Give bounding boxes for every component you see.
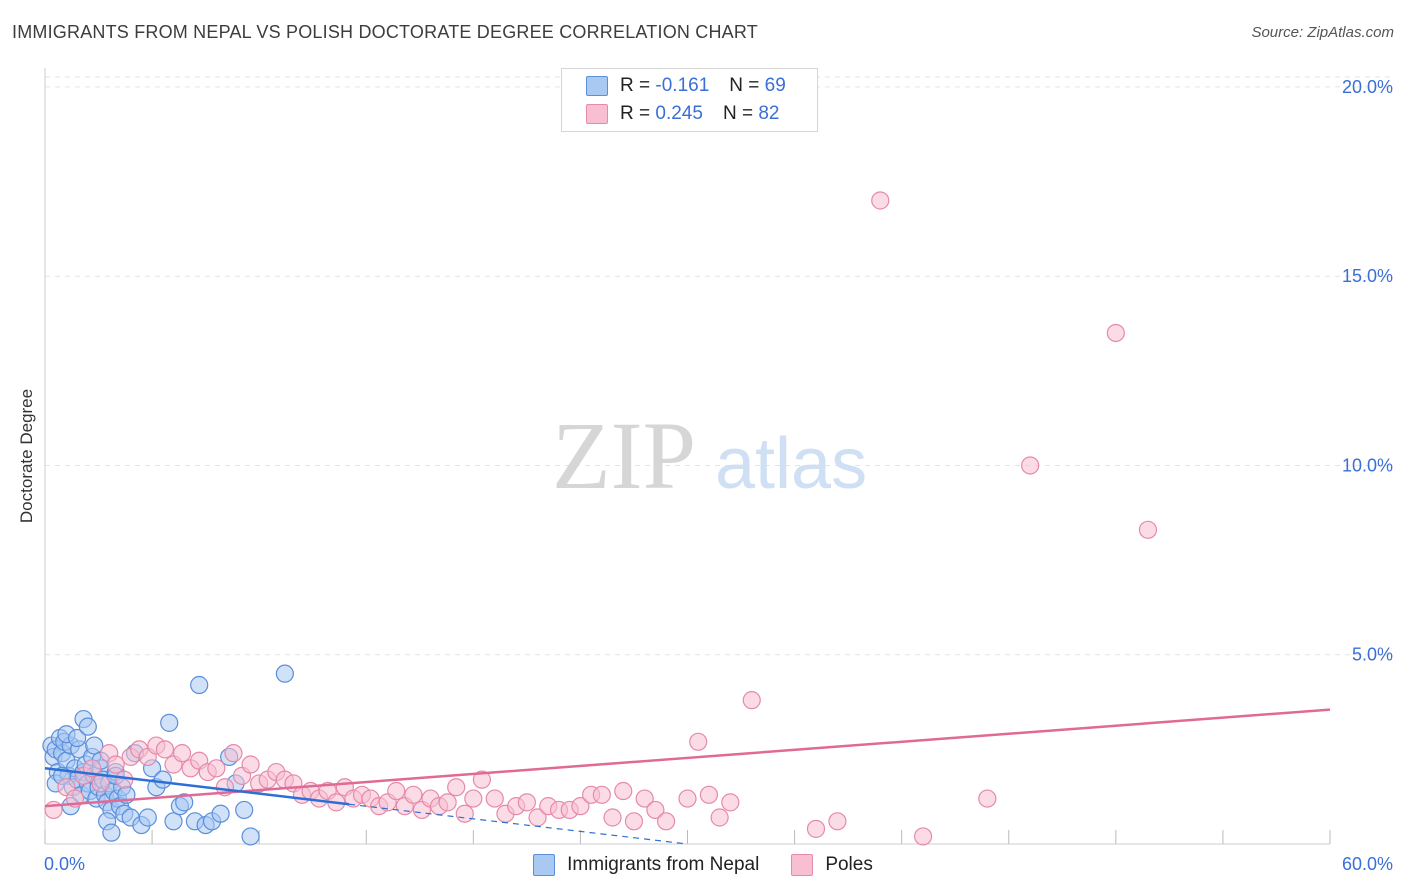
poles-point: [871, 191, 890, 210]
legend-n-label: N =: [722, 103, 754, 124]
legend-r-value: 0.245: [655, 103, 703, 124]
nepal-point: [190, 675, 209, 695]
series-legend-label: Poles: [825, 854, 873, 875]
poles-point: [387, 781, 406, 801]
poles-point: [172, 744, 192, 763]
poles-point: [978, 789, 997, 808]
poles-point: [1021, 456, 1040, 475]
poles-point: [624, 812, 644, 831]
grid-layer: [45, 76, 1392, 656]
nepal-point: [211, 804, 230, 823]
series-legend-item-poles[interactable]: Poles: [791, 854, 873, 876]
chart-title: IMMIGRANTS FROM NEPAL VS POLISH DOCTORAT…: [12, 22, 758, 42]
y-tick-label: 5.0%: [1352, 645, 1393, 665]
poles-point: [678, 789, 697, 808]
poles-point: [155, 740, 175, 759]
poles-point: [472, 770, 491, 789]
stats-legend: R = -0.161 N = 69 R = 0.245 N = 82: [561, 68, 818, 132]
nepal-point: [175, 793, 194, 812]
legend-row-nepal: R = -0.161 N = 69: [586, 73, 786, 99]
poles-point: [464, 789, 483, 808]
poles-point: [106, 755, 125, 774]
poles-point: [91, 774, 110, 793]
nepal-point: [138, 808, 157, 827]
poles-point: [517, 793, 536, 812]
nepal-point: [78, 717, 97, 736]
x-tick-label-max: 60.0%: [1342, 854, 1393, 874]
poles-point: [455, 804, 474, 823]
poles-point: [207, 759, 226, 778]
poles-point: [635, 789, 654, 808]
trend-layer: [44, 708, 1331, 845]
poles-point: [646, 800, 665, 820]
legend-swatch-blue: [586, 76, 608, 96]
points-layer: [42, 191, 1158, 846]
nepal-point: [275, 664, 294, 683]
series-legend: Immigrants from Nepal Poles: [0, 852, 1406, 878]
poles-point: [438, 793, 457, 812]
legend-swatch-pink: [586, 104, 608, 124]
nepal-point: [241, 827, 260, 846]
poles-point: [614, 781, 633, 801]
nepal-trend-line: [44, 767, 350, 806]
nepal-trend-extension: [349, 803, 688, 845]
legend-r-label: R =: [620, 75, 651, 96]
tick-label-layer: 5.0% 10.0% 15.0% 20.0% 0.0% 60.0%: [44, 77, 1393, 874]
axis-layer: [44, 68, 1331, 845]
poles-point: [721, 793, 740, 812]
poles-point: [806, 819, 826, 838]
y-tick-label: 10.0%: [1342, 455, 1393, 475]
nepal-point: [235, 800, 254, 820]
poles-point: [404, 785, 423, 804]
nepal-point: [85, 736, 104, 755]
legend-n-label: N =: [729, 75, 760, 96]
watermark-atlas: atlas: [715, 424, 867, 504]
watermark: ZIP atlas: [552, 402, 867, 509]
poles-point: [913, 827, 933, 846]
series-legend-item-nepal[interactable]: Immigrants from Nepal: [533, 854, 759, 876]
poles-point: [571, 797, 590, 816]
poles-point: [710, 808, 729, 827]
poles-point: [241, 755, 260, 774]
nepal-point: [164, 812, 183, 831]
poles-point: [699, 785, 719, 804]
y-tick-label: 20.0%: [1342, 77, 1393, 97]
y-tick-label: 15.0%: [1342, 266, 1393, 286]
watermark-zip: ZIP: [552, 402, 696, 509]
poles-point: [1138, 520, 1158, 539]
poles-point: [224, 744, 243, 763]
poles-point: [742, 691, 761, 710]
poles-point: [447, 778, 466, 797]
poles-point: [485, 789, 504, 808]
poles-point: [828, 812, 847, 831]
poles-point: [592, 785, 611, 804]
nepal-point: [102, 823, 121, 842]
poles-point: [656, 812, 676, 831]
legend-row-poles: R = 0.245 N = 82: [586, 101, 779, 127]
nepal-point: [68, 728, 87, 748]
x-tick-label-min: 0.0%: [44, 854, 85, 874]
poles-point: [1106, 323, 1125, 343]
poles-point: [689, 732, 708, 751]
series-legend-label: Immigrants from Nepal: [567, 854, 760, 875]
series-swatch-pink: [791, 854, 814, 876]
poles-point: [115, 770, 134, 789]
nepal-point: [160, 713, 179, 732]
legend-r-value: -0.161: [655, 75, 710, 96]
legend-n-value: 82: [758, 103, 780, 124]
poles-point: [603, 808, 622, 827]
poles-trend-line: [44, 708, 1331, 808]
nepal-point: [153, 770, 172, 789]
series-swatch-blue: [533, 854, 556, 876]
legend-r-label: R =: [620, 103, 651, 124]
source-label: Source: ZipAtlas.com: [1251, 24, 1394, 41]
legend-n-value: 69: [764, 75, 786, 96]
